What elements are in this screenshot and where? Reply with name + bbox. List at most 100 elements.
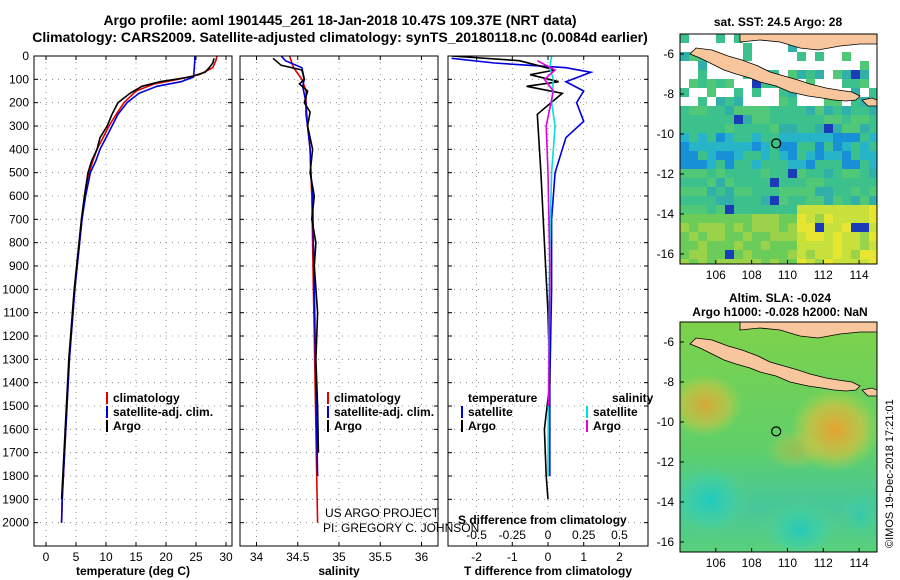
- map-y-tick-label: -8: [663, 87, 674, 101]
- sst-cell: [680, 124, 689, 133]
- sst-cell: [734, 223, 743, 232]
- sst-cell: [689, 223, 698, 232]
- sst-cell: [770, 214, 779, 223]
- sst-cell: [851, 232, 860, 241]
- map-x-tick-label: 106: [706, 556, 726, 570]
- sst-cell: [851, 115, 860, 124]
- sst-cell: [842, 223, 851, 232]
- sst-cell: [788, 178, 797, 187]
- x-tick-label: 5: [73, 550, 80, 564]
- sst-cell: [770, 142, 779, 151]
- sst-cell: [734, 106, 743, 115]
- sst-cell: [743, 214, 752, 223]
- sst-cell: [779, 205, 788, 214]
- sst-cell: [707, 169, 716, 178]
- legend-label-sal-satellite: satellite: [593, 405, 638, 419]
- sst-cell: [788, 97, 797, 106]
- sst-cell: [824, 133, 833, 142]
- sst-cell: [707, 115, 716, 124]
- sst-cell: [761, 106, 770, 115]
- sst-cell: [797, 214, 806, 223]
- sst-cell: [869, 259, 877, 264]
- sst-cell: [797, 259, 806, 264]
- x-axis-label: T difference from climatology: [464, 564, 632, 578]
- sst-cell: [869, 241, 877, 250]
- sst-cell: [815, 241, 824, 250]
- sst-cell: [833, 70, 842, 79]
- sst-cell: [752, 223, 761, 232]
- sst-cell: [743, 160, 752, 169]
- sst-cell: [869, 205, 877, 214]
- sst-cell: [725, 205, 734, 214]
- sst-cell: [779, 241, 788, 250]
- sst-cell: [734, 34, 743, 43]
- sst-cell: [815, 142, 824, 151]
- legend-label-argo: Argo: [334, 419, 362, 433]
- sla-argo-marker: [771, 426, 782, 437]
- x-tick-label: -2: [471, 550, 482, 564]
- map-y-tick-label: -16: [657, 535, 675, 549]
- sst-cell: [716, 79, 725, 88]
- sst-cell: [842, 241, 851, 250]
- sst-cell: [743, 151, 752, 160]
- bali-land-sla: [861, 387, 877, 397]
- x-axis-label: salinity: [318, 564, 360, 578]
- sst-cell: [806, 187, 815, 196]
- sst-cell: [833, 142, 842, 151]
- sst-cell: [779, 232, 788, 241]
- sst-cell: [851, 178, 860, 187]
- sst-cell: [779, 133, 788, 142]
- sst-cell: [788, 115, 797, 124]
- sst-cell: [698, 205, 707, 214]
- sst-cell: [752, 133, 761, 142]
- sst-cell: [788, 142, 797, 151]
- legend-label-sal-argo: Argo: [593, 419, 621, 433]
- sst-cell: [725, 79, 734, 88]
- sst-cell: [680, 160, 689, 169]
- sst-cell: [824, 250, 833, 259]
- sst-cell: [752, 169, 761, 178]
- legend-label-temp-satellite: satellite: [468, 405, 513, 419]
- map-y-tick-label: -16: [657, 247, 675, 261]
- sst-cell: [797, 124, 806, 133]
- sst-cell: [716, 151, 725, 160]
- y-tick-label: 1900: [2, 492, 29, 506]
- sst-cell: [833, 178, 842, 187]
- bali-land: [861, 97, 877, 107]
- legend-label-temp-argo: Argo: [468, 419, 496, 433]
- sst-cell: [761, 250, 770, 259]
- sst-cell: [698, 187, 707, 196]
- sst-cell: [860, 151, 869, 160]
- legend-title-temperature: temperature: [468, 391, 538, 405]
- sst-cell: [752, 124, 761, 133]
- sst-cell: [797, 250, 806, 259]
- sst-cell: [788, 241, 797, 250]
- map-x-tick-label: 110: [778, 556, 797, 570]
- sst-cell: [761, 142, 770, 151]
- sst-cell: [752, 151, 761, 160]
- map-x-tick-label: 106: [706, 268, 726, 282]
- sst-cell: [851, 124, 860, 133]
- sst-cell: [797, 70, 806, 79]
- y-tick-label: 1000: [2, 282, 29, 296]
- java-land: [689, 47, 861, 102]
- sst-cell: [833, 160, 842, 169]
- sst-cell: [716, 214, 725, 223]
- sst-cell: [860, 115, 869, 124]
- top-x-tick-label: 0.5: [611, 528, 628, 542]
- sst-cell: [788, 151, 797, 160]
- sst-cell: [707, 250, 716, 259]
- sst-cell: [860, 133, 869, 142]
- sst-cell: [851, 151, 860, 160]
- sst-cell: [680, 115, 689, 124]
- series-argo: [272, 57, 320, 453]
- sst-cell: [716, 241, 725, 250]
- credit-pi: PI: GREGORY C. JOHNSON: [323, 521, 479, 535]
- sst-cell: [806, 115, 815, 124]
- sst-cell: [815, 196, 824, 205]
- sst-cell: [716, 232, 725, 241]
- sst-cell: [689, 178, 698, 187]
- sst-cell: [716, 115, 725, 124]
- series-temperature-argo: [451, 56, 565, 500]
- sst-cell: [689, 205, 698, 214]
